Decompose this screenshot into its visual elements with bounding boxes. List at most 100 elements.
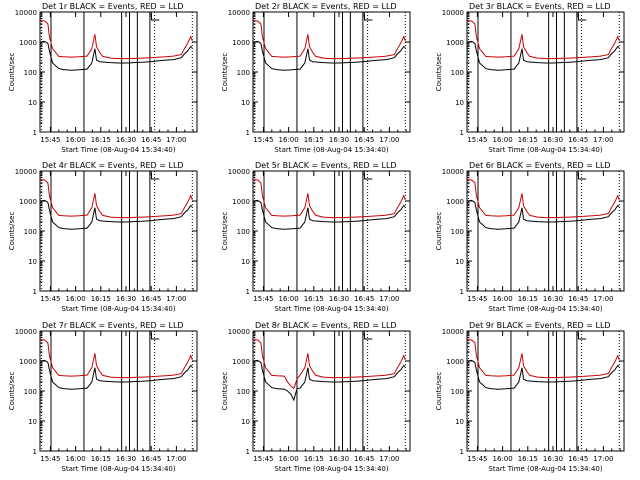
y-tick-label: 10000 <box>15 9 37 17</box>
legend-bracket <box>150 173 160 180</box>
x-tick-label: 16:30 <box>116 295 136 303</box>
events-line <box>39 359 193 390</box>
x-tick-label: 16:45 <box>141 295 161 303</box>
x-tick-label: 16:15 <box>91 295 111 303</box>
y-tick-label: 1 <box>460 448 464 456</box>
y-tick-label: 1000 <box>19 39 37 47</box>
y-axis-label: Counts/sec <box>221 53 229 92</box>
x-tick-label: 16:15 <box>518 136 538 144</box>
y-tick-label: 10 <box>28 418 37 426</box>
x-tick-label: 16:30 <box>329 455 349 463</box>
plot-frame <box>39 330 198 452</box>
panel-8: Det 8r BLACK = Events, RED = LLD 1 10 100 10… <box>221 321 411 473</box>
panel-9: Det 9r BLACK = Events, RED = LLD 1 10 100 10… <box>435 321 625 473</box>
plot-frame <box>39 170 198 292</box>
x-tick-label: 16:45 <box>568 455 588 463</box>
x-tick-label: 15:45 <box>253 295 273 303</box>
x-tick-label: 17:00 <box>166 295 186 303</box>
legend-bracket <box>577 173 587 180</box>
panel-title: Det 2r BLACK = Events, RED = LLD <box>255 2 397 11</box>
lld-line <box>466 20 620 60</box>
x-tick-label: 16:00 <box>279 136 299 144</box>
y-tick-label: 1000 <box>446 39 464 47</box>
y-tick-label: 1 <box>33 288 37 296</box>
y-tick-label: 1000 <box>446 358 464 366</box>
legend-bracket <box>363 173 373 180</box>
y-axis-label: Counts/sec <box>221 372 229 411</box>
x-tick-label: 17:00 <box>593 455 613 463</box>
y-tick-label: 1 <box>33 448 37 456</box>
lld-line <box>39 179 193 219</box>
panel-title: Det 1r BLACK = Events, RED = LLD <box>42 2 184 11</box>
panel-title: Det 6r BLACK = Events, RED = LLD <box>469 161 611 170</box>
x-tick-label: 16:15 <box>518 295 538 303</box>
x-tick-label: 16:00 <box>279 295 299 303</box>
y-tick-label: 1000 <box>232 39 250 47</box>
panel-3: Det 3r BLACK = Events, RED = LLD 1 10 100 10… <box>435 2 625 154</box>
x-tick-label: 15:45 <box>467 455 487 463</box>
x-tick-label: 17:00 <box>166 136 186 144</box>
events-line <box>252 40 406 71</box>
x-tick-label: 15:45 <box>40 295 60 303</box>
y-tick-label: 1000 <box>232 198 250 206</box>
x-tick-label: 16:00 <box>493 295 513 303</box>
lld-line <box>252 20 406 60</box>
legend-bracket <box>150 14 160 21</box>
panel-5: Det 5r BLACK = Events, RED = LLD 1 10 100 10… <box>221 161 411 313</box>
y-axis-label: Counts/sec <box>435 372 443 411</box>
events-line <box>466 199 620 230</box>
x-tick-label: 16:15 <box>304 455 324 463</box>
y-tick-label: 10000 <box>15 328 37 336</box>
legend-bracket <box>577 333 587 340</box>
x-tick-label: 15:45 <box>467 136 487 144</box>
y-tick-label: 1 <box>460 288 464 296</box>
legend-bracket <box>363 14 373 21</box>
events-line <box>466 359 620 390</box>
x-tick-label: 16:30 <box>543 136 563 144</box>
x-tick-label: 17:00 <box>593 136 613 144</box>
y-tick-label: 1 <box>246 288 250 296</box>
y-axis-label: Counts/sec <box>435 212 443 251</box>
y-tick-label: 10000 <box>442 168 464 176</box>
y-tick-label: 100 <box>237 388 250 396</box>
x-tick-label: 16:30 <box>116 136 136 144</box>
x-tick-label: 16:30 <box>543 455 563 463</box>
lld-line <box>252 339 406 390</box>
y-tick-label: 100 <box>451 388 464 396</box>
x-tick-label: 16:45 <box>568 136 588 144</box>
y-tick-label: 1 <box>33 129 37 137</box>
x-axis-label: Start Time (08-Aug-04 15:34:40) <box>274 305 388 313</box>
lld-line <box>252 179 406 219</box>
y-tick-label: 1000 <box>446 198 464 206</box>
events-line <box>39 40 193 71</box>
x-tick-label: 17:00 <box>379 295 399 303</box>
x-tick-label: 16:00 <box>493 136 513 144</box>
panel-title: Det 5r BLACK = Events, RED = LLD <box>255 161 397 170</box>
x-tick-label: 16:15 <box>518 455 538 463</box>
x-tick-label: 16:00 <box>279 455 299 463</box>
legend-bracket <box>363 333 373 340</box>
y-axis-label: Counts/sec <box>8 372 16 411</box>
panel-4: Det 4r BLACK = Events, RED = LLD 1 10 100 10… <box>8 161 198 313</box>
plot-frame <box>466 11 625 133</box>
x-tick-label: 16:45 <box>568 295 588 303</box>
y-axis-label: Counts/sec <box>8 53 16 92</box>
y-tick-label: 100 <box>237 228 250 236</box>
plot-frame <box>252 170 411 292</box>
x-axis-label: Start Time (08-Aug-04 15:34:40) <box>488 146 602 154</box>
events-line <box>252 199 406 230</box>
x-tick-label: 15:45 <box>467 295 487 303</box>
y-axis-label: Counts/sec <box>8 212 16 251</box>
x-tick-label: 15:45 <box>40 455 60 463</box>
y-tick-label: 10 <box>241 258 250 266</box>
panel-2: Det 2r BLACK = Events, RED = LLD 1 10 100 10… <box>221 2 411 154</box>
x-tick-label: 17:00 <box>593 295 613 303</box>
lld-line <box>466 339 620 379</box>
y-tick-label: 10000 <box>228 9 250 17</box>
x-tick-label: 17:00 <box>379 455 399 463</box>
y-tick-label: 10 <box>455 418 464 426</box>
events-line <box>466 40 620 71</box>
y-tick-label: 10 <box>28 258 37 266</box>
y-tick-label: 100 <box>24 69 37 77</box>
